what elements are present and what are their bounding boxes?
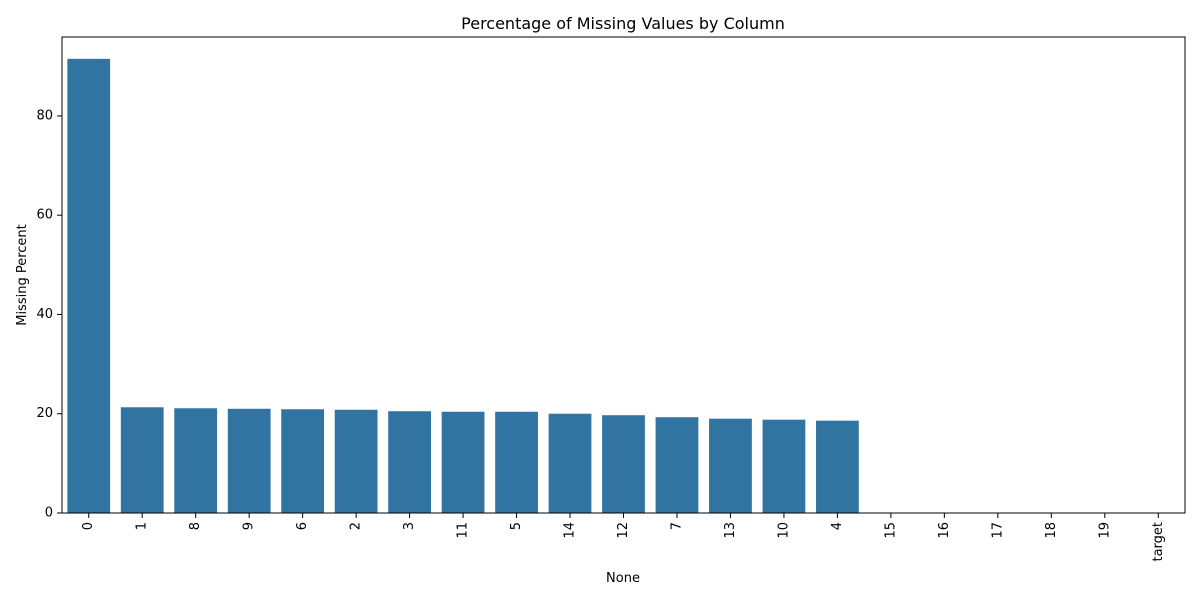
x-tick-label: 14 — [563, 522, 578, 539]
bar-11 — [441, 411, 485, 513]
bar-8 — [174, 408, 218, 513]
x-tick-label: 2 — [349, 522, 364, 530]
chart-title: Percentage of Missing Values by Column — [461, 14, 785, 33]
x-tick-label: 4 — [830, 522, 845, 530]
bar-1 — [120, 407, 164, 513]
x-tick-label: target — [1151, 522, 1166, 562]
x-tick-label: 1 — [135, 522, 150, 530]
bar-9 — [227, 408, 271, 513]
plot-frame — [61, 36, 1186, 514]
bar-6 — [281, 409, 325, 513]
bar-10 — [762, 419, 806, 513]
y-tick-label: 60 — [36, 208, 53, 223]
bar-13 — [709, 418, 752, 513]
x-tick-label: 13 — [723, 522, 738, 539]
x-tick-label: 18 — [1044, 522, 1059, 539]
y-axis-label: Missing Percent — [15, 224, 30, 326]
y-tick-label: 0 — [45, 506, 53, 521]
x-tick-label: 5 — [509, 522, 524, 530]
x-tick-label: 3 — [402, 522, 417, 530]
x-axis-label: None — [606, 571, 640, 586]
x-tick-label: 7 — [669, 522, 684, 530]
bar-4 — [816, 420, 859, 513]
bar-2 — [334, 409, 378, 513]
x-tick-label: 17 — [990, 522, 1005, 539]
x-tick-label: 11 — [456, 522, 471, 539]
y-ticks-group: 0 20 40 60 80 — [36, 108, 62, 521]
bar-12 — [602, 415, 645, 513]
x-tick-label: 9 — [242, 522, 257, 530]
x-tick-label: 19 — [1097, 522, 1112, 539]
bars-group — [67, 58, 859, 514]
y-tick-label: 20 — [36, 406, 53, 421]
x-tick-label: 0 — [81, 522, 96, 530]
x-ticks-group: 0 1 8 9 6 2 3 11 5 14 12 7 13 10 4 15 16 17 18 19 target — [81, 513, 1166, 562]
x-tick-label: 16 — [937, 522, 952, 539]
x-tick-label: 8 — [188, 522, 203, 530]
bar-0 — [67, 58, 111, 514]
bar-7 — [655, 417, 699, 513]
y-tick-label: 40 — [36, 307, 53, 322]
x-tick-label: 10 — [776, 522, 791, 539]
x-tick-label: 6 — [295, 522, 310, 530]
x-tick-label: 12 — [616, 522, 631, 539]
y-tick-label: 80 — [36, 108, 53, 123]
x-tick-label: 15 — [883, 522, 898, 539]
bar-5 — [495, 411, 538, 513]
bar-3 — [388, 411, 431, 513]
bar-14 — [548, 413, 592, 513]
